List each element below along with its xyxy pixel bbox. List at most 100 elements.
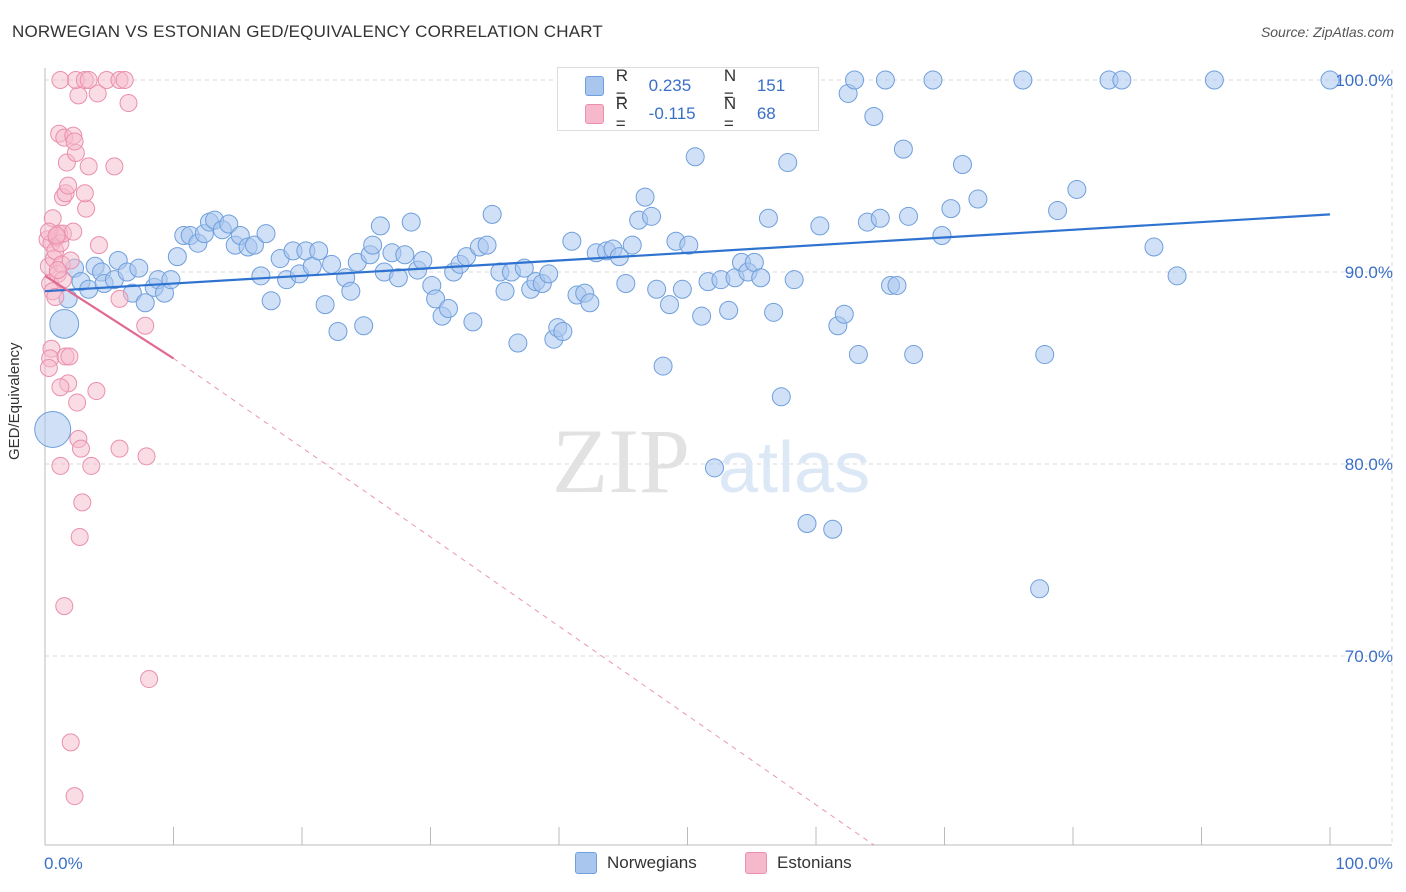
- norwegian-point: [923, 70, 943, 90]
- legend-r-value: -0.115: [648, 104, 696, 123]
- norwegian-point: [1167, 266, 1187, 286]
- norwegian-point: [388, 268, 408, 288]
- estonian-point: [105, 157, 124, 176]
- y-tick-label: 80.0%: [1345, 455, 1393, 474]
- norwegian-point: [848, 345, 868, 365]
- norwegian-point: [426, 289, 446, 309]
- watermark-zip: ZIP: [552, 410, 690, 512]
- norwegian-point: [539, 264, 559, 284]
- estonian-point: [89, 236, 108, 255]
- norwegian-point: [797, 514, 817, 534]
- estonian-point: [51, 378, 70, 397]
- norwegian-point: [932, 226, 952, 246]
- norwegian-point: [810, 216, 830, 236]
- norwegian-point: [219, 214, 239, 234]
- norwegian-point: [899, 206, 919, 226]
- norwegian-point: [784, 270, 804, 290]
- legend-r-label: R =: [615, 94, 628, 133]
- estonian-point: [65, 132, 84, 151]
- norwegian-point: [778, 153, 798, 173]
- estonian-point: [65, 787, 84, 806]
- estonian-point: [75, 184, 94, 203]
- norwegian-point: [1112, 70, 1132, 90]
- norwegian-point: [167, 247, 187, 267]
- estonian-point: [47, 226, 66, 245]
- legend-label-estonians: Estonians: [777, 853, 852, 872]
- norwegian-point: [771, 387, 791, 407]
- estonian-point: [137, 447, 156, 466]
- norwegian-point: [328, 322, 348, 342]
- estonian-point: [59, 176, 78, 195]
- estonian-point: [60, 347, 79, 366]
- estonians-trend-line: [44, 274, 175, 360]
- legend-item-norwegians[interactable]: Norwegians: [575, 852, 697, 874]
- legend-n-label: N =: [723, 94, 737, 133]
- norwegian-point: [244, 235, 264, 255]
- norwegian-point: [1035, 345, 1055, 365]
- legend-label-norwegians: Norwegians: [607, 853, 697, 872]
- legend-r-label: R =: [615, 66, 628, 105]
- estonian-point: [110, 289, 129, 308]
- norwegian-point: [477, 235, 497, 255]
- estonians-trend-extension: [173, 357, 875, 846]
- chart-title: NORWEGIAN VS ESTONIAN GED/EQUIVALENCY CO…: [12, 22, 604, 41]
- norwegian-point: [968, 189, 988, 209]
- norwegian-point: [1013, 70, 1033, 90]
- norwegian-point: [1067, 179, 1087, 199]
- estonian-point: [48, 261, 67, 280]
- estonian-point: [39, 359, 58, 377]
- norwegian-point: [764, 302, 784, 322]
- legend-n-label: N =: [723, 66, 737, 105]
- norwegian-point: [363, 235, 383, 255]
- estonian-point: [77, 199, 96, 218]
- legend-row-norwegians: R = 0.235 N = 151: [558, 66, 818, 105]
- norwegian-point: [692, 306, 712, 326]
- norwegian-point: [679, 235, 699, 255]
- estonian-point: [51, 456, 70, 475]
- norwegians-points: [34, 70, 1340, 599]
- estonian-point: [110, 439, 129, 458]
- estonian-point: [79, 157, 98, 176]
- norwegian-point: [251, 266, 271, 286]
- norwegian-point: [887, 275, 907, 295]
- estonian-point: [73, 493, 92, 512]
- estonian-point: [64, 222, 83, 241]
- norwegian-point: [370, 216, 390, 236]
- norwegian-point: [952, 154, 972, 174]
- norwegian-point: [870, 208, 890, 228]
- norwegian-point: [413, 250, 433, 270]
- norwegian-point: [875, 70, 895, 90]
- norwegian-point: [642, 206, 662, 226]
- norwegian-point: [438, 298, 458, 318]
- norwegian-point: [309, 241, 329, 261]
- norwegian-point: [1144, 237, 1164, 257]
- estonian-point: [140, 670, 159, 689]
- norwegian-point: [463, 312, 483, 332]
- norwegian-point: [864, 106, 884, 126]
- norwegian-point: [685, 147, 705, 167]
- estonian-point: [68, 393, 87, 412]
- norwegian-point: [904, 345, 924, 365]
- estonian-point: [136, 316, 155, 335]
- estonian-point: [82, 456, 101, 475]
- chart-source: Source: ZipAtlas.com: [1260, 24, 1394, 40]
- norwegian-point: [616, 274, 636, 294]
- estonian-point: [69, 86, 88, 105]
- norwegian-point: [34, 410, 72, 448]
- norwegian-point: [941, 199, 961, 219]
- legend-item-estonians[interactable]: Estonians: [745, 852, 852, 874]
- estonians-points: [38, 71, 159, 806]
- watermark-atlas: atlas: [718, 428, 870, 508]
- series-legend: Norwegians Estonians: [0, 852, 1406, 876]
- norwegian-point: [129, 258, 149, 278]
- axes: [44, 68, 1392, 846]
- norwegian-point: [161, 270, 181, 290]
- norwegian-point: [322, 254, 342, 274]
- norwegian-point: [1320, 70, 1340, 90]
- norwegian-point: [395, 245, 415, 265]
- legend-swatch-estonians: [745, 852, 767, 874]
- legend-n-value: 68: [756, 104, 776, 123]
- norwegian-point: [622, 235, 642, 255]
- norwegian-point: [751, 268, 771, 288]
- norwegian-point: [672, 279, 692, 299]
